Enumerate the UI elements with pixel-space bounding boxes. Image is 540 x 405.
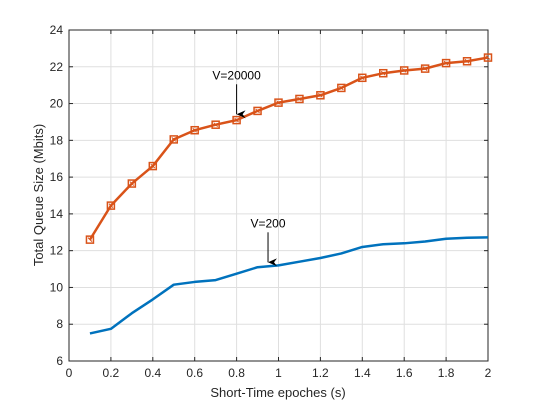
x-tick-label: 2 xyxy=(485,366,492,380)
data-point-marker-cross xyxy=(318,92,323,98)
y-tick-label: 16 xyxy=(50,170,64,184)
annotation-layer: V=20000 V=200 xyxy=(212,68,286,267)
x-tick-label: 1.8 xyxy=(438,366,455,380)
x-tick-label: 1.4 xyxy=(354,366,371,380)
y-tick-label: 20 xyxy=(50,97,64,111)
x-tick-label: 0.8 xyxy=(228,366,245,380)
data-point-marker-cross xyxy=(380,70,386,76)
axes: 0 0.2 0.4 0.6 0.8 1 1.2 1.4 1.6 1.8 2 6 8 10 12 14 16 18 2… xyxy=(50,23,492,380)
data-point-marker-cross xyxy=(192,127,198,133)
data-point-marker xyxy=(358,73,367,83)
data-point-marker-cross xyxy=(443,60,449,66)
y-tick-label: 24 xyxy=(50,23,64,37)
x-tick-label: 0.2 xyxy=(103,366,120,380)
y-tick-label: 12 xyxy=(50,244,64,258)
data-point-marker xyxy=(148,161,158,171)
series-line-v-200 xyxy=(89,236,489,335)
data-point-marker xyxy=(420,64,430,73)
x-tick-label: 1 xyxy=(275,366,282,380)
data-point-marker-cross xyxy=(171,137,177,142)
data-point-marker xyxy=(211,120,220,129)
x-tick-label: 0.4 xyxy=(144,366,161,380)
y-tick-label: 18 xyxy=(50,133,64,147)
data-point-marker xyxy=(295,94,304,104)
data-point-marker-cross xyxy=(338,85,344,91)
annotation-label: V=20000 xyxy=(212,68,261,82)
series-layer xyxy=(85,53,493,335)
data-point-marker xyxy=(190,125,199,135)
x-tick-label: 0 xyxy=(66,366,73,380)
data-point-marker-cross xyxy=(485,55,491,60)
data-point-marker xyxy=(483,53,493,62)
data-point-marker-cross xyxy=(129,181,135,186)
data-point-marker-cross xyxy=(297,96,302,102)
x-tick-label: 0.6 xyxy=(186,366,203,380)
data-point-marker xyxy=(274,98,283,107)
data-point-marker xyxy=(127,179,137,188)
y-tick-label: 10 xyxy=(50,280,64,294)
y-axis-label: Total Queue Size (Mbits) xyxy=(31,124,46,266)
x-tick-label: 1.2 xyxy=(312,366,329,380)
data-point-marker xyxy=(462,57,472,66)
data-point-marker xyxy=(169,135,178,144)
data-point-marker-cross xyxy=(401,68,407,73)
data-point-marker xyxy=(85,235,95,244)
y-tick-label: 22 xyxy=(50,60,64,74)
x-axis-label: Short-Time epoches (s) xyxy=(210,385,345,400)
y-tick-label: 14 xyxy=(50,207,64,221)
y-tick-label: 8 xyxy=(56,317,63,331)
data-point-marker xyxy=(441,58,451,68)
data-point-marker-cross xyxy=(234,117,239,123)
data-point-marker xyxy=(253,106,262,116)
data-point-marker-cross xyxy=(87,237,93,242)
data-point-marker-cross xyxy=(255,108,260,114)
annotation-label: V=200 xyxy=(251,216,286,230)
data-point-marker xyxy=(337,83,346,93)
data-point-marker xyxy=(316,91,325,100)
data-point-marker-cross xyxy=(464,58,470,64)
data-point-marker xyxy=(106,201,116,210)
data-point-marker-cross xyxy=(359,75,365,81)
data-point-marker xyxy=(399,66,409,75)
data-point-marker xyxy=(379,68,388,78)
data-point-marker-cross xyxy=(108,203,114,208)
data-point-marker-cross xyxy=(150,163,156,169)
data-point-marker-cross xyxy=(422,66,428,71)
data-point-marker-cross xyxy=(276,100,281,105)
y-tick-label: 6 xyxy=(56,354,63,368)
x-tick-label: 1.6 xyxy=(396,366,413,380)
data-point-marker-cross xyxy=(213,122,219,128)
